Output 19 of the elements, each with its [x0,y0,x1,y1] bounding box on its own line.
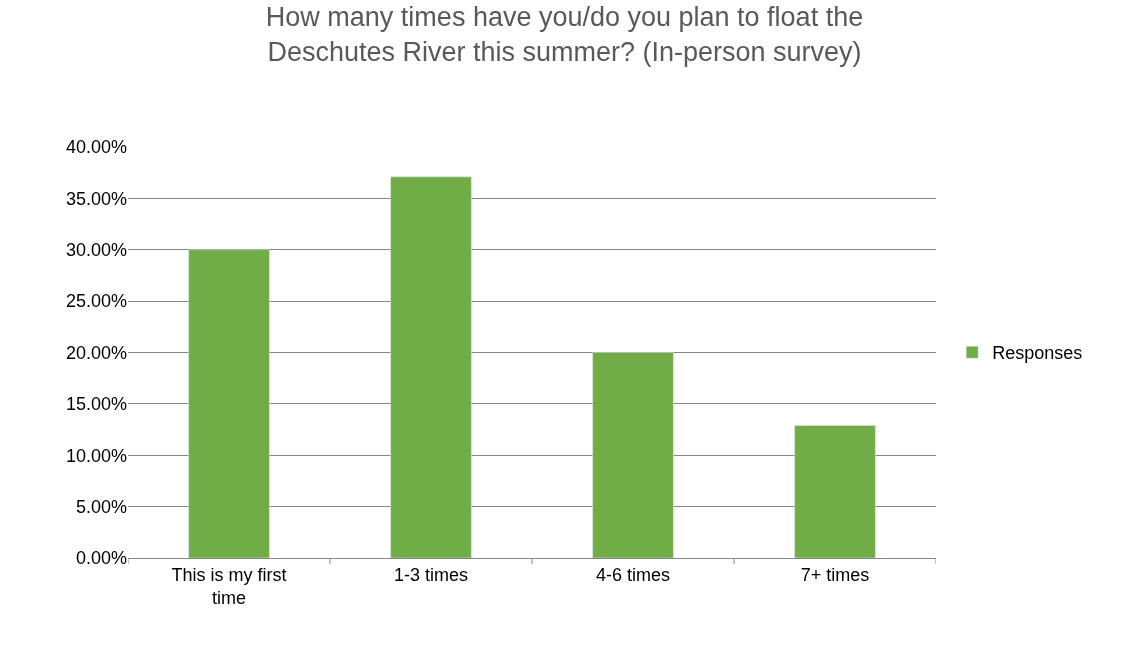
y-tick-label: 15.00% [65,394,127,415]
bar [794,425,876,558]
x-tick-label: 1-3 times [393,564,469,585]
y-tick-label: 5.00% [75,496,127,517]
y-tick-label: 30.00% [65,240,127,261]
x-tick-label: 7+ times [800,564,870,585]
bar [188,249,270,558]
bar [390,176,472,558]
x-tick-label: This is my first time [171,564,287,608]
bar [592,352,674,558]
y-tick-label: 35.00% [65,188,127,209]
y-tick-label: 40.00% [65,137,127,158]
chart-title: How many times have you/do you plan to float the Deschutes River this summer? (In-person survey) [265,2,864,68]
x-tick-label: 4-6 times [595,564,671,585]
legend-label: Responses [992,343,1083,364]
y-tick-label: 25.00% [65,291,127,312]
y-tick-label: 10.00% [65,445,127,466]
y-tick-label: 0.00% [75,548,127,569]
y-tick-label: 20.00% [65,342,127,363]
